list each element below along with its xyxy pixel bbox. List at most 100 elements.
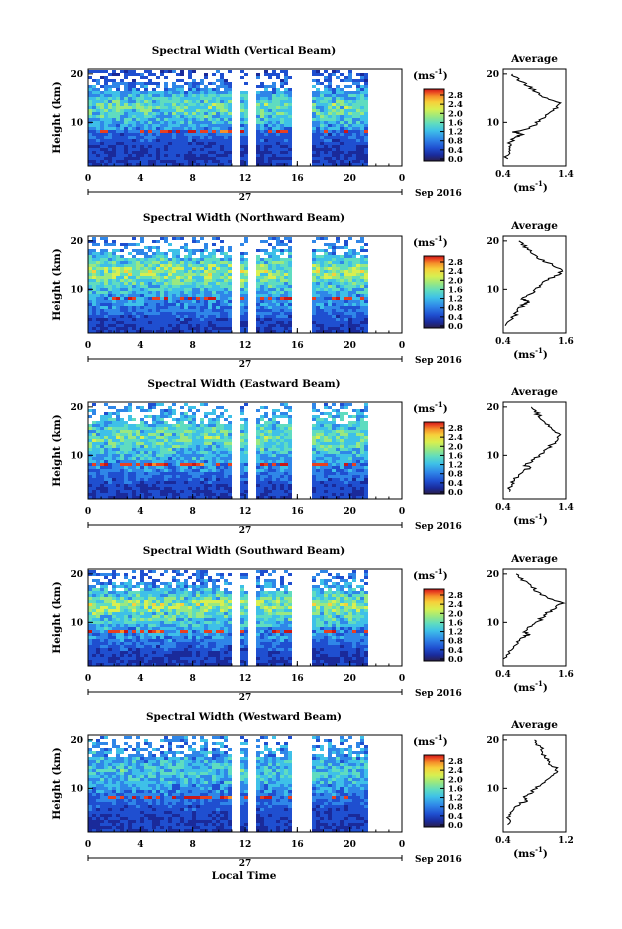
heatmap-cell <box>316 258 320 261</box>
heatmap-cell <box>100 154 104 157</box>
heatmap-cell <box>180 297 184 300</box>
heatmap-cell <box>200 279 204 282</box>
heatmap-cell <box>280 258 284 261</box>
heatmap-cell <box>324 273 328 276</box>
heatmap-cell <box>92 460 96 463</box>
heatmap-cell <box>168 273 172 276</box>
heatmap-cell <box>132 303 136 306</box>
heatmap-cell <box>96 306 100 309</box>
heatmap-cell <box>140 121 144 124</box>
heatmap-cell <box>244 454 248 457</box>
heatmap-cell <box>120 409 124 412</box>
heatmap-cell <box>240 427 244 430</box>
heatmap-cell <box>256 255 260 258</box>
heatmap-cell <box>156 133 160 136</box>
heatmap-cell <box>120 103 124 106</box>
heatmap-cell <box>340 246 344 249</box>
heatmap-cell <box>264 433 268 436</box>
heatmap-cell <box>176 490 180 493</box>
heatmap-cell <box>164 454 168 457</box>
heatmap-cell <box>364 100 368 103</box>
heatmap-cell <box>116 421 120 424</box>
heatmap-cell <box>124 451 128 454</box>
heatmap-cell <box>188 424 192 427</box>
heatmap-cell <box>228 285 232 288</box>
heatmap-cell <box>208 463 212 466</box>
heatmap-cell <box>108 148 112 151</box>
heatmap-cell <box>192 279 196 282</box>
heatmap-cell <box>320 154 324 157</box>
heatmap-cell <box>92 109 96 112</box>
heatmap-cell <box>268 255 272 258</box>
heatmap-cell <box>96 82 100 85</box>
heatmap-cell <box>220 160 224 163</box>
heatmap-cell <box>100 273 104 276</box>
heatmap-cell <box>360 73 364 76</box>
heatmap-cell <box>344 312 348 315</box>
heatmap-cell <box>180 472 184 475</box>
heatmap-cell <box>244 103 248 106</box>
heatmap-cell <box>180 448 184 451</box>
heatmap-cell <box>208 97 212 100</box>
heatmap-cell <box>256 303 260 306</box>
heatmap-cell <box>352 130 356 133</box>
heatmap-cell <box>224 493 228 496</box>
heatmap-cell <box>364 300 368 303</box>
heatmap-cell <box>268 427 272 430</box>
heatmap-cell <box>124 327 128 330</box>
heatmap-cell <box>188 442 192 445</box>
heatmap-cell <box>200 157 204 160</box>
heatmap-cell <box>328 154 332 157</box>
heatmap-cell <box>108 418 112 421</box>
heatmap-cell <box>164 481 168 484</box>
heatmap-cell <box>228 112 232 115</box>
heatmap-cell <box>124 330 128 333</box>
x-tick-label: 4 <box>137 341 143 351</box>
heatmap-cell <box>260 82 264 85</box>
heatmap-cell <box>220 490 224 493</box>
heatmap-cell <box>280 306 284 309</box>
heatmap-cell <box>112 327 116 330</box>
heatmap-cell <box>288 460 292 463</box>
heatmap-cell <box>256 318 260 321</box>
heatmap-cell <box>92 294 96 297</box>
heatmap-cell <box>96 291 100 294</box>
heatmap-cell <box>144 442 148 445</box>
heatmap-cell <box>92 478 96 481</box>
heatmap-cell <box>260 154 264 157</box>
heatmap-cell <box>88 154 92 157</box>
heatmap-cell <box>228 424 232 427</box>
heatmap-cell <box>264 273 268 276</box>
heatmap-cell <box>312 85 316 88</box>
heatmap-cell <box>208 475 212 478</box>
heatmap-cell <box>212 312 216 315</box>
heatmap-cell <box>132 493 136 496</box>
heatmap-cell <box>352 276 356 279</box>
heatmap-cell <box>200 270 204 273</box>
heatmap-cell <box>148 130 152 133</box>
heatmap-cell <box>344 330 348 333</box>
heatmap-cell <box>284 82 288 85</box>
heatmap-cell <box>264 106 268 109</box>
heatmap-cell <box>128 460 132 463</box>
heatmap-cell <box>176 321 180 324</box>
heatmap-cell <box>364 273 368 276</box>
heatmap-cell <box>176 255 180 258</box>
heatmap-cell <box>280 148 284 151</box>
heatmap-cell <box>192 85 196 88</box>
heatmap-cell <box>92 285 96 288</box>
heatmap-cell <box>216 415 220 418</box>
heatmap-cell <box>116 448 120 451</box>
heatmap-cell <box>364 112 368 115</box>
heatmap-cell <box>152 145 156 148</box>
heatmap-cell <box>192 300 196 303</box>
heatmap-cell <box>176 279 180 282</box>
heatmap-cell <box>356 276 360 279</box>
heatmap-cell <box>276 291 280 294</box>
heatmap-cell <box>264 463 268 466</box>
heatmap-cell <box>176 309 180 312</box>
heatmap-cell <box>92 457 96 460</box>
heatmap-cell <box>92 112 96 115</box>
heatmap-cell <box>204 100 208 103</box>
heatmap-cell <box>148 255 152 258</box>
